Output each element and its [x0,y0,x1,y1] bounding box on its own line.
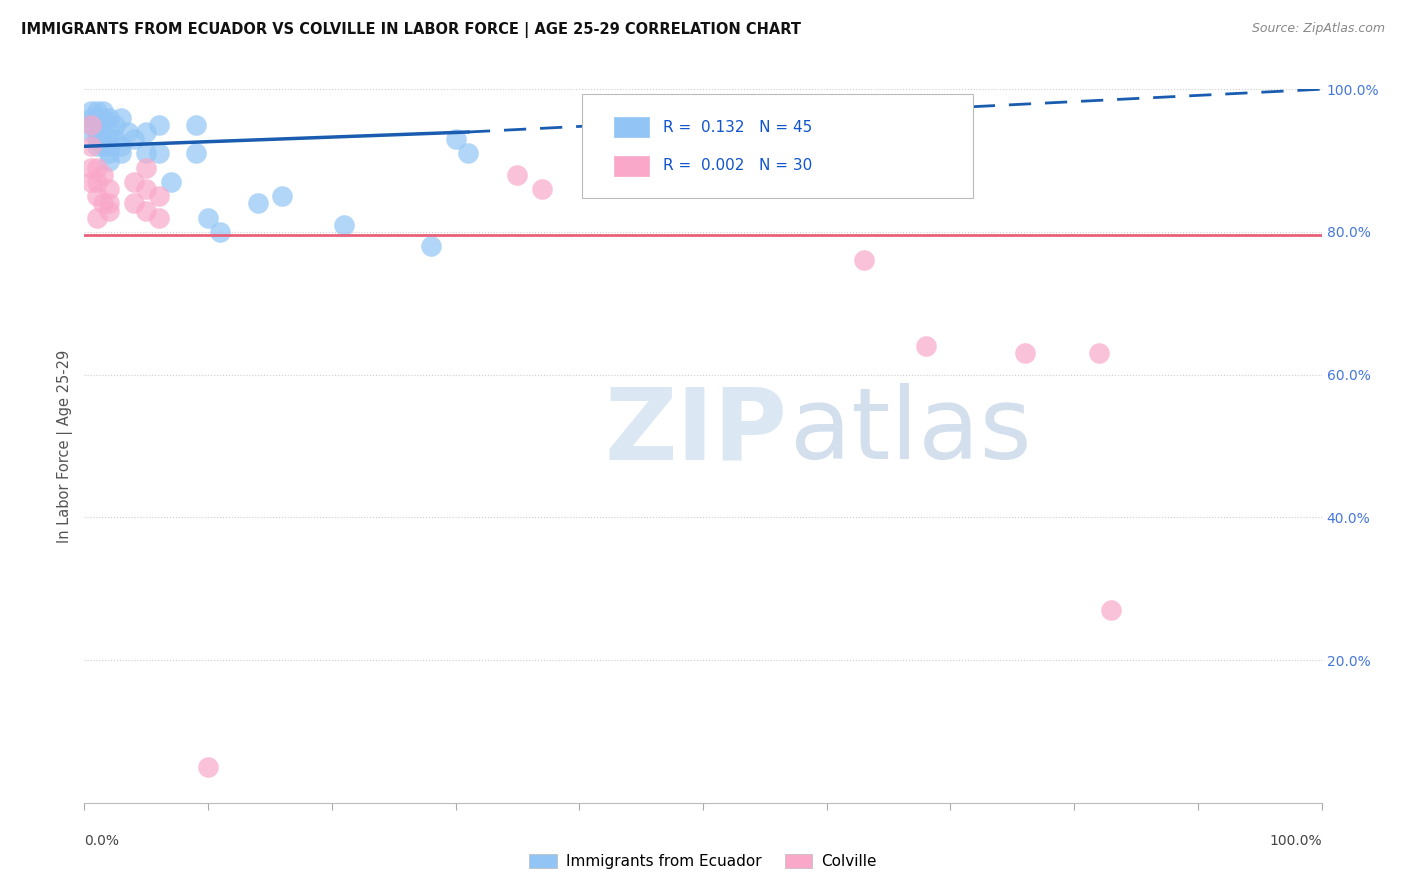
Point [122,196,145,211]
Point [666,175,689,189]
Point [98,125,121,139]
Point [79,103,101,118]
Point [86,118,108,132]
Point [122,175,145,189]
Point [110,139,132,153]
Point [531,182,554,196]
Point [98,196,121,211]
Point [86,111,108,125]
Point [86,189,108,203]
Text: IMMIGRANTS FROM ECUADOR VS COLVILLE IN LABOR FORCE | AGE 25-29 CORRELATION CHART: IMMIGRANTS FROM ECUADOR VS COLVILLE IN L… [21,22,801,38]
Point [692,175,714,189]
Point [98,111,121,125]
Point [104,132,127,146]
Point [122,132,145,146]
Point [110,146,132,161]
Point [197,760,219,774]
Point [148,146,170,161]
Point [148,211,170,225]
Point [271,189,294,203]
Point [135,125,157,139]
Point [419,239,441,253]
Point [79,111,101,125]
Point [148,189,170,203]
FancyBboxPatch shape [614,155,648,176]
Point [79,161,101,175]
Point [98,146,121,161]
Point [135,146,157,161]
Point [98,153,121,168]
Point [79,125,101,139]
Point [79,118,101,132]
Text: ZIP: ZIP [605,384,787,480]
Point [86,139,108,153]
Point [91,103,114,118]
Point [91,168,114,182]
Point [209,225,232,239]
FancyBboxPatch shape [582,95,973,198]
Point [1099,603,1122,617]
Point [91,132,114,146]
Point [91,118,114,132]
Point [1014,346,1036,360]
Point [135,203,157,218]
Point [692,175,714,189]
Point [135,182,157,196]
Point [160,175,183,189]
Point [86,103,108,118]
Point [79,118,101,132]
Text: Source: ZipAtlas.com: Source: ZipAtlas.com [1251,22,1385,36]
Text: R =  0.132   N = 45: R = 0.132 N = 45 [664,120,813,135]
Point [98,139,121,153]
Point [98,132,121,146]
Point [197,211,219,225]
Text: R =  0.002   N = 30: R = 0.002 N = 30 [664,158,813,173]
Point [852,253,875,268]
Y-axis label: In Labor Force | Age 25-29: In Labor Force | Age 25-29 [58,350,73,542]
Point [246,196,269,211]
Point [79,175,101,189]
Point [86,211,108,225]
Point [110,111,132,125]
Point [86,125,108,139]
Point [86,132,108,146]
Point [184,118,207,132]
Point [1088,346,1111,360]
Point [86,175,108,189]
Point [91,196,114,211]
Point [333,218,356,232]
Point [457,146,479,161]
Point [98,182,121,196]
Text: atlas: atlas [790,384,1031,480]
Point [506,168,529,182]
Point [98,203,121,218]
Legend: Immigrants from Ecuador, Colville: Immigrants from Ecuador, Colville [523,848,883,875]
Point [914,339,936,353]
Text: 0.0%: 0.0% [84,834,120,848]
Point [704,175,727,189]
Point [148,118,170,132]
Point [91,111,114,125]
Point [91,139,114,153]
Point [135,161,157,175]
Point [86,161,108,175]
Point [117,125,139,139]
Text: 100.0%: 100.0% [1270,834,1322,848]
Point [104,118,127,132]
Point [444,132,467,146]
FancyBboxPatch shape [614,117,648,137]
Point [79,139,101,153]
Point [184,146,207,161]
